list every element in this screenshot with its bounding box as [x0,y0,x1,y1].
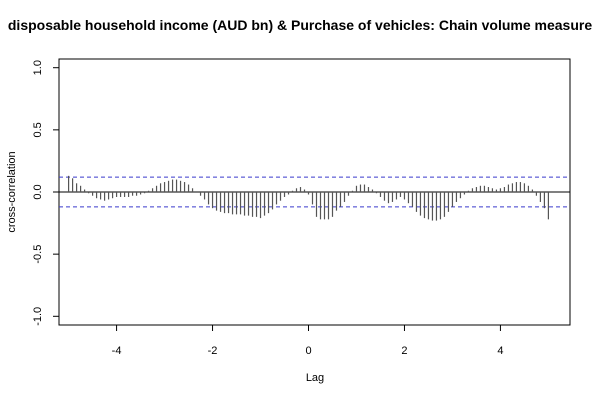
y-tick-label: -1.0 [32,307,44,326]
correlation-lines [59,175,570,221]
x-tick-label: -2 [208,345,218,357]
y-axis: -1.0 -0.5 0.0 0.5 1.0 [32,60,59,326]
x-tick-label: 4 [497,345,503,357]
x-axis: -4 -2 0 2 4 [112,325,503,357]
y-tick-label: -0.5 [32,245,44,264]
y-tick-label: 0.0 [32,184,44,199]
x-tick-label: 0 [305,345,311,357]
chart-title: disposable household income (AUD bn) & P… [8,17,592,33]
y-tick-label: 1.0 [32,60,44,75]
x-tick-label: 2 [401,345,407,357]
y-axis-label: cross-correlation [6,151,18,232]
y-tick-label: 0.5 [32,122,44,137]
x-tick-label: -4 [112,345,122,357]
x-axis-label: Lag [306,372,324,384]
